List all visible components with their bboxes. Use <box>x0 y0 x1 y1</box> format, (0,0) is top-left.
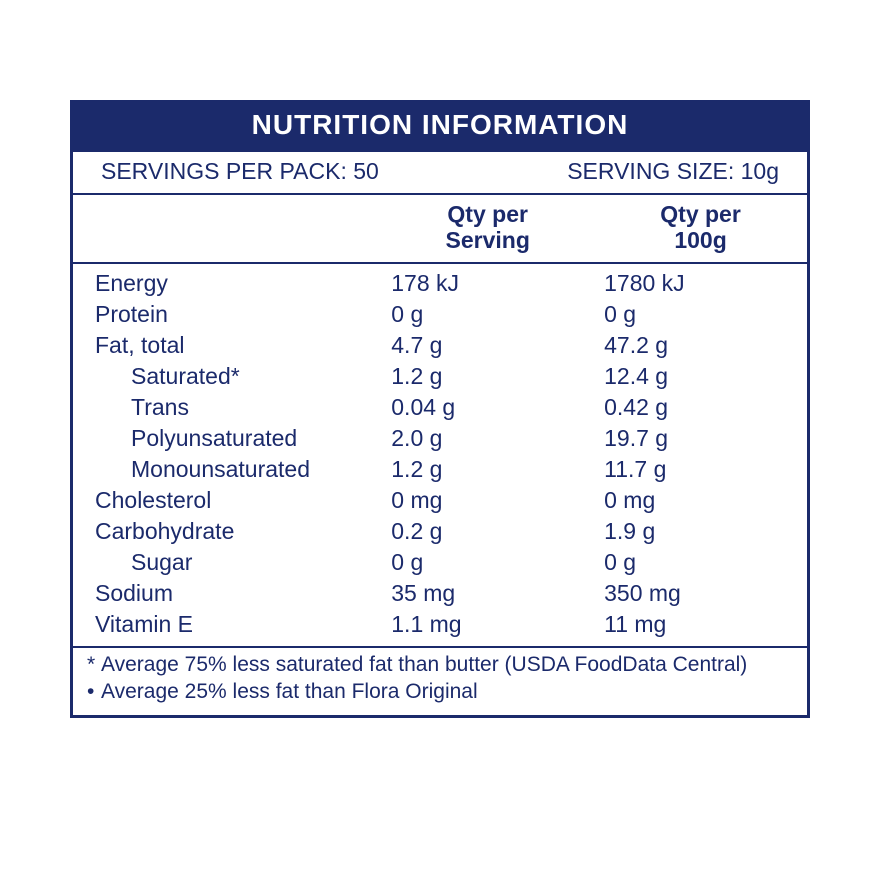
nutrient-name: Vitamin E <box>73 609 381 640</box>
qty-per-100g: 12.4 g <box>594 361 807 392</box>
nutrient-name: Saturated* <box>73 361 381 392</box>
table-row: Trans0.04 g0.42 g <box>73 392 807 423</box>
table-row: Monounsaturated1.2 g11.7 g <box>73 454 807 485</box>
nutrient-name: Cholesterol <box>73 485 381 516</box>
footnote: •Average 25% less fat than Flora Origina… <box>87 679 793 705</box>
qty-per-serving: 2.0 g <box>381 423 594 454</box>
footnote-text: Average 25% less fat than Flora Original <box>101 679 478 705</box>
footnote-mark: • <box>87 679 101 705</box>
qty-per-serving: 1.2 g <box>381 454 594 485</box>
col-header-per-100g: Qty per 100g <box>594 195 807 262</box>
nutrient-name: Polyunsaturated <box>73 423 381 454</box>
qty-per-100g: 11.7 g <box>594 454 807 485</box>
qty-per-100g: 0 g <box>594 547 807 578</box>
footnote-mark: * <box>87 652 101 678</box>
table-row: Carbohydrate0.2 g1.9 g <box>73 516 807 547</box>
col-header-per-serving-l2: Serving <box>446 227 530 253</box>
nutrient-name: Carbohydrate <box>73 516 381 547</box>
qty-per-100g: 350 mg <box>594 578 807 609</box>
qty-per-serving: 0 g <box>381 547 594 578</box>
nutrient-name: Trans <box>73 392 381 423</box>
table-row: Sugar0 g0 g <box>73 547 807 578</box>
table-row: Sodium35 mg350 mg <box>73 578 807 609</box>
qty-per-100g: 11 mg <box>594 609 807 640</box>
table-row: Polyunsaturated2.0 g19.7 g <box>73 423 807 454</box>
qty-per-100g: 0 g <box>594 299 807 330</box>
serving-size: SERVING SIZE: 10g <box>567 158 779 185</box>
qty-per-100g: 47.2 g <box>594 330 807 361</box>
qty-per-serving: 0 g <box>381 299 594 330</box>
qty-per-serving: 1.1 mg <box>381 609 594 640</box>
qty-per-100g: 1.9 g <box>594 516 807 547</box>
table-row: Protein0 g0 g <box>73 299 807 330</box>
col-header-per-serving-l1: Qty per <box>447 201 528 227</box>
table-row: Energy178 kJ1780 kJ <box>73 268 807 299</box>
qty-per-serving: 4.7 g <box>381 330 594 361</box>
qty-per-serving: 0 mg <box>381 485 594 516</box>
col-header-per-100g-l2: 100g <box>674 227 726 253</box>
nutrient-name: Energy <box>73 268 381 299</box>
qty-per-serving: 178 kJ <box>381 268 594 299</box>
col-header-per-serving: Qty per Serving <box>381 195 594 262</box>
qty-per-100g: 19.7 g <box>594 423 807 454</box>
nutrient-name: Sugar <box>73 547 381 578</box>
nutrition-table-body: Energy178 kJ1780 kJProtein0 g0 gFat, tot… <box>73 264 807 649</box>
servings-per-pack: SERVINGS PER PACK: 50 <box>101 158 379 185</box>
servings-row: SERVINGS PER PACK: 50 SERVING SIZE: 10g <box>73 152 807 195</box>
qty-per-serving: 0.04 g <box>381 392 594 423</box>
qty-per-serving: 0.2 g <box>381 516 594 547</box>
qty-per-100g: 1780 kJ <box>594 268 807 299</box>
nutrition-panel: NUTRITION INFORMATION SERVINGS PER PACK:… <box>70 100 810 718</box>
table-row: Saturated*1.2 g12.4 g <box>73 361 807 392</box>
table-row: Cholesterol0 mg0 mg <box>73 485 807 516</box>
column-header-row: Qty per Serving Qty per 100g <box>73 195 807 264</box>
qty-per-serving: 35 mg <box>381 578 594 609</box>
table-row: Fat, total4.7 g47.2 g <box>73 330 807 361</box>
nutrient-name: Protein <box>73 299 381 330</box>
qty-per-100g: 0.42 g <box>594 392 807 423</box>
col-header-name <box>73 195 381 262</box>
nutrient-name: Sodium <box>73 578 381 609</box>
footnotes: *Average 75% less saturated fat than but… <box>73 648 807 715</box>
col-header-per-100g-l1: Qty per <box>660 201 741 227</box>
footnote: *Average 75% less saturated fat than but… <box>87 652 793 678</box>
footnote-text: Average 75% less saturated fat than butt… <box>101 652 747 678</box>
nutrient-name: Monounsaturated <box>73 454 381 485</box>
qty-per-serving: 1.2 g <box>381 361 594 392</box>
qty-per-100g: 0 mg <box>594 485 807 516</box>
table-row: Vitamin E1.1 mg11 mg <box>73 609 807 640</box>
nutrient-name: Fat, total <box>73 330 381 361</box>
panel-title: NUTRITION INFORMATION <box>73 103 807 152</box>
